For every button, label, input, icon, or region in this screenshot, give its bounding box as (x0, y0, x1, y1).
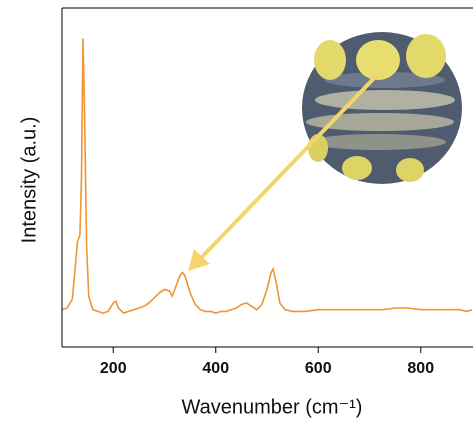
x-axis-label: Wavenumber (cm⁻¹) (182, 396, 363, 418)
inset-photo (302, 32, 462, 184)
x-tick-label: 800 (407, 360, 434, 377)
x-tick-label: 600 (305, 360, 332, 377)
arrow (188, 70, 382, 271)
x-tick-label: 400 (202, 360, 229, 377)
y-axis-label: Intensity (a.u.) (18, 117, 40, 244)
spectrum-line (61, 38, 473, 315)
x-tick-label: 200 (100, 360, 127, 377)
